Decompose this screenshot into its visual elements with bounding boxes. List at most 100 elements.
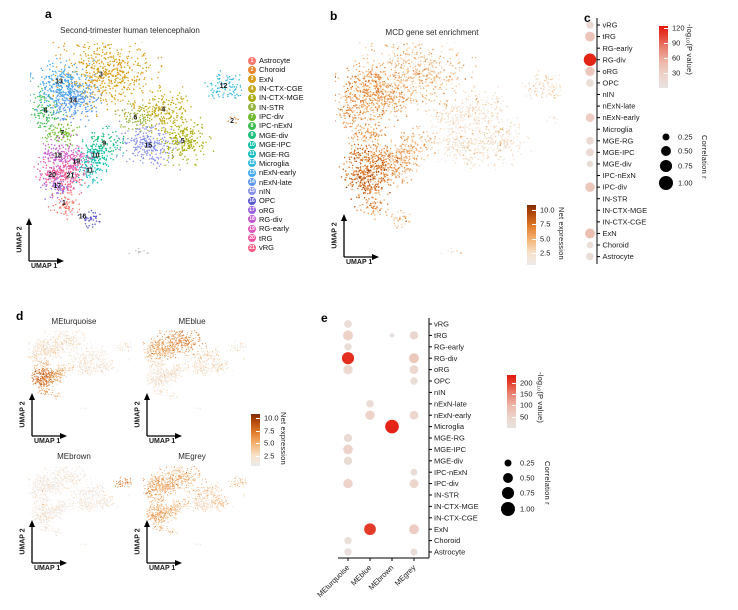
dot-MEturquoise-RG-early [344,343,352,351]
cluster-legend-item: 17 oRG [248,206,274,215]
dot-tRG [585,31,595,42]
cell-type-label: oRG [603,67,619,76]
cell-type-label: IPC-div [603,183,628,192]
cluster-legend-item: 19 RG-early [248,224,289,233]
cluster-name: IPC-div [259,112,284,122]
cluster-name: MGE-RG [259,149,290,159]
cluster-color-dot: 7 [248,112,256,121]
dot-Astrocyte [586,252,594,261]
cluster-name: nExN-early [259,168,297,178]
cell-type-label: vRG [434,320,449,329]
cluster-color-dot: 9 [248,131,256,140]
cluster-name: ExN [259,74,274,84]
cluster-name: IN-CTX-CGE [259,84,303,94]
dot-MEgrey-RG-div [409,353,419,364]
cluster-legend-item: 10 MGE-IPC [248,140,291,149]
cell-type-label: MGE-IPC [434,445,467,454]
cluster-color-dot: 15 [248,187,256,196]
umap-b-scatter [335,42,565,267]
dot-MEturquoise-oRG [343,364,353,375]
colorbar-gradient [507,375,516,428]
colorbar-tick-label: 50 [520,412,529,422]
cluster-name: MGE-div [259,130,289,140]
umap1-axis-label: UMAP 1 [34,438,61,445]
cell-type-label: nExN-early [603,113,640,122]
cluster-color-dot: 12 [248,159,256,168]
dot-MGE-div [586,160,594,168]
cell-type-label: IPC-nExN [434,468,467,477]
cluster-color-dot: 11 [248,150,256,158]
cluster-name: vRG [259,243,274,252]
dot-MEgrey-oRG [409,365,419,375]
cluster-legend-item: 21 vRG [248,243,274,252]
colorbar-tick-label: 2.5 [540,248,551,258]
cell-type-label: Microglia [434,422,465,431]
umap2-axis-label: UMAP 2 [16,226,24,253]
cell-type-label: Microglia [603,125,634,134]
cluster-legend-item: 1 Astrocyte [248,56,290,65]
size-legend-title: Correlation r [543,461,552,505]
cluster-name: tRG [259,233,273,243]
dot-MEgrey-ExN [409,524,419,535]
colorbar-tick-label: 10.0 [540,205,555,215]
colorbar-gradient [527,205,536,265]
cluster-legend-item: 6 IN-STR [248,103,284,112]
colorbar-title: Net expression [279,412,288,465]
cluster-color-dot: 1 [248,56,256,65]
cell-type-label: IPC-nExN [603,171,636,180]
colorbar-tick-label: 7.5 [540,219,551,229]
umap-a-scatter [30,42,245,267]
cell-type-label: MGE-IPC [603,148,636,157]
umap2-axis-label: UMAP 2 [19,401,27,428]
panel-e-label: e [321,311,328,325]
cluster-name: oRG [259,205,275,215]
cluster-color-dot: 10 [248,140,256,149]
cell-type-label: MGE-div [603,160,632,169]
dot-MEturquoise-tRG [343,330,353,341]
dot-MEgrey-IPC-nExN [410,468,418,476]
cell-type-label: MGE-RG [434,434,465,443]
cell-type-label: Choroid [434,536,460,545]
size-legend-tick-label: 0.75 [520,488,535,498]
cluster-legend-item: 15 nIN [248,187,271,196]
cluster-name: MGE-IPC [259,140,292,150]
cell-type-label: IN-CTX-CGE [603,217,647,226]
cluster-legend-item: 4 IN-CTX-CGE [248,84,303,93]
umap1-axis-label: UMAP 1 [149,438,176,445]
cluster-color-dot: 6 [248,103,256,112]
dot-MEturquoise-Choroid [344,536,352,545]
cluster-color-dot: 13 [248,168,256,177]
cluster-name: Astrocyte [259,56,291,65]
dot-MEbrown-Microglia [385,419,399,434]
dot-MEblue-nExN-early [365,410,375,420]
dot-MEturquoise-MGE-IPC [343,444,353,455]
cluster-legend-item: 20 tRG [248,234,272,243]
cluster-name: Microglia [259,158,290,168]
panel-a-label: a [45,7,52,21]
cell-type-label: RG-early [603,44,633,53]
size-legend-tick-label: 1.00 [678,178,693,188]
cell-type-label: Astrocyte [434,548,465,557]
dot-IPC-div [585,182,595,192]
cluster-color-dot: 3 [248,75,256,84]
dot-MEturquoise-RG-div [341,352,355,365]
colorbar-tick-label: 90 [672,38,681,48]
cell-type-label: vRG [603,21,618,30]
cell-type-label: ExN [603,229,617,238]
cell-type-label: tRG [434,331,448,340]
cell-type-label: nIN [434,388,446,397]
dot-MEturquoise-IPC-div [343,478,353,489]
colorbar-tick-label: 5.0 [264,438,275,448]
mcd-dotplot: vRG tRG RG-early RG-div oRG OPC nIN nExN-late nE… [583,18,648,264]
cell-type-label: IN-CTX-MGE [603,206,648,215]
module-turquoise-title: MEturquoise [51,317,97,326]
cluster-legend-item: 8 IPC-nExN [248,121,292,130]
size-legend-circles [501,459,515,516]
cluster-name: RG-early [259,224,290,234]
cell-type-label: nExN-late [434,399,467,408]
colorbar-tick-label: 60 [672,53,681,63]
panel-d-label: d [16,309,24,323]
size-legend-tick-label: 0.75 [678,161,693,171]
dot-nExN-early [585,113,595,122]
